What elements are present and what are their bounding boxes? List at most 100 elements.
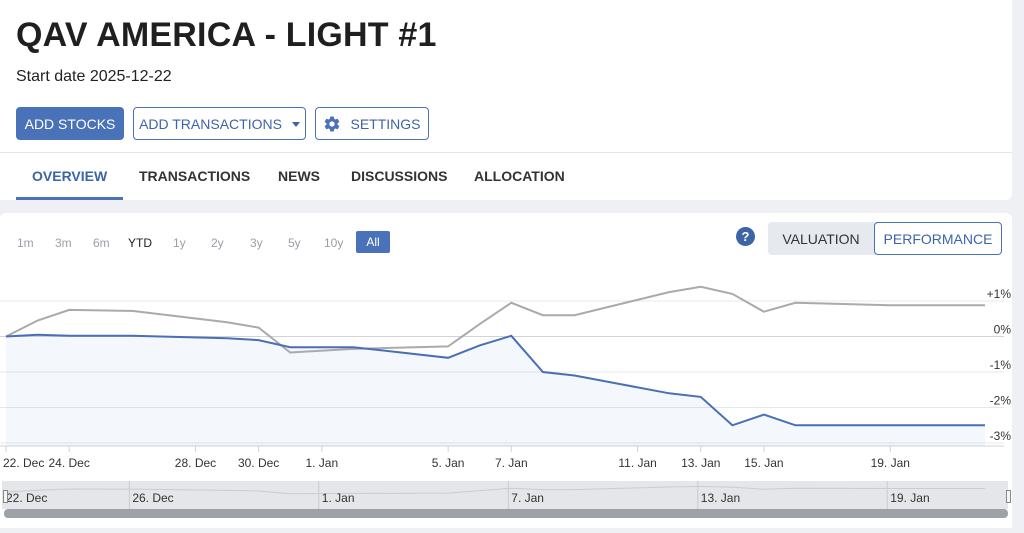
navigator-label: 22. Dec <box>6 491 47 505</box>
range-5y[interactable]: 5y <box>288 236 301 250</box>
benchmark-point <box>446 344 450 348</box>
valuation-toggle[interactable]: VALUATION <box>782 230 860 247</box>
portfolio-point <box>36 333 40 337</box>
navigator-left-handle[interactable] <box>3 490 8 503</box>
navigator-series <box>5 485 985 495</box>
portfolio-point <box>762 413 766 417</box>
navigator-label: 13. Jan <box>701 491 740 505</box>
portfolio-point <box>478 343 482 347</box>
tab-allocation[interactable]: ALLOCATION <box>474 168 565 184</box>
x-tick-label: 30. Dec <box>238 456 279 470</box>
tab-transactions[interactable]: TRANSACTIONS <box>139 168 251 184</box>
range-ytd[interactable]: YTD <box>128 236 152 250</box>
portfolio-point <box>446 356 450 360</box>
benchmark-point <box>794 301 798 305</box>
benchmark-point <box>951 303 955 307</box>
benchmark-point <box>130 309 134 313</box>
performance-chart-card <box>0 213 1012 528</box>
y-tick-label: 0% <box>994 323 1012 337</box>
portfolio-line <box>5 333 985 427</box>
portfolio-title: QAV AMERICA - LIGHT #1 <box>16 16 437 54</box>
navigator-background <box>4 481 1008 509</box>
navigator-axis: 22. Dec 26. Dec 1. Jan 7. Jan 13. Jan 19. Jan <box>2 481 930 509</box>
tab-overview[interactable]: OVERVIEW <box>32 168 108 184</box>
x-tick-label: 11. Jan <box>618 456 656 470</box>
navigator-label: 26. Dec <box>132 491 173 505</box>
benchmark-point <box>67 308 71 312</box>
portfolio-point <box>983 423 987 427</box>
performance-chart[interactable]: 22. Dec 24. Dec 28. Dec 30. Dec 1. Jan 5. Jan… <box>0 262 1012 522</box>
benchmark-point <box>983 303 987 307</box>
performance-toggle[interactable]: PERFORMANCE <box>874 222 1002 255</box>
x-tick-label: 1. Jan <box>305 456 338 470</box>
benchmark-point <box>509 301 513 305</box>
portfolio-header: QAV AMERICA - LIGHT #1 Start date 2025-1… <box>0 0 1012 200</box>
x-tick-label: 5. Jan <box>432 456 465 470</box>
benchmark-point <box>730 292 734 296</box>
benchmark-line <box>5 285 985 354</box>
portfolio-point <box>541 370 545 374</box>
x-tick-label: 22. Dec <box>3 456 44 470</box>
navigator-label: 7. Jan <box>511 491 544 505</box>
benchmark-point <box>257 326 261 330</box>
active-tab-indicator <box>16 197 123 200</box>
y-tick-label: +1% <box>987 287 1012 301</box>
range-all[interactable]: All <box>356 231 390 253</box>
benchmark-point <box>541 313 545 317</box>
portfolio-point <box>667 391 671 395</box>
range-1y[interactable]: 1y <box>173 236 186 250</box>
navigator-label: 19. Jan <box>890 491 929 505</box>
start-date: Start date 2025-12-22 <box>16 68 172 85</box>
range-2y[interactable]: 2y <box>211 236 224 250</box>
portfolio-point <box>257 338 261 342</box>
x-tick-label: 7. Jan <box>495 456 528 470</box>
add-transactions-button[interactable]: ADD TRANSACTIONS <box>133 107 306 140</box>
range-10y[interactable]: 10y <box>324 236 344 250</box>
view-toggle: VALUATION PERFORMANCE <box>768 222 1002 255</box>
benchmark-point <box>667 290 671 294</box>
y-tick-label: -1% <box>990 358 1012 372</box>
navigator-label: 1. Jan <box>322 491 355 505</box>
portfolio-point <box>951 423 955 427</box>
range-6m[interactable]: 6m <box>93 236 110 250</box>
benchmark-point <box>478 322 482 326</box>
portfolio-point <box>572 374 576 378</box>
portfolio-point <box>130 334 134 338</box>
add-stocks-label: ADD STOCKS <box>24 115 116 132</box>
settings-label: SETTINGS <box>350 115 421 132</box>
benchmark-point <box>36 319 40 323</box>
x-tick-label: 19. Jan <box>871 456 910 470</box>
y-axis: +1% 0% -1% -2% -3% <box>987 287 1012 443</box>
navigator-right-handle[interactable] <box>1006 490 1011 503</box>
range-1m[interactable]: 1m <box>17 236 34 250</box>
x-tick-label: 24. Dec <box>48 456 89 470</box>
navigator-scrollbar[interactable] <box>4 509 1008 518</box>
benchmark-point <box>288 350 292 354</box>
portfolio-point <box>351 345 355 349</box>
benchmark-point <box>888 303 892 307</box>
portfolio-point <box>888 423 892 427</box>
benchmark-point <box>572 313 576 317</box>
add-stocks-button[interactable]: ADD STOCKS <box>16 107 124 140</box>
portfolio-area <box>6 334 985 446</box>
portfolio-point <box>794 423 798 427</box>
portfolio-point <box>509 334 513 338</box>
settings-button[interactable]: SETTINGS <box>315 107 429 140</box>
portfolio-point <box>920 423 924 427</box>
tab-news[interactable]: NEWS <box>278 168 320 184</box>
tab-discussions[interactable]: DISCUSSIONS <box>351 168 448 184</box>
benchmark-point <box>920 303 924 307</box>
portfolio-point <box>225 336 229 340</box>
range-3m[interactable]: 3m <box>55 236 72 250</box>
benchmark-point <box>699 285 703 289</box>
portfolio-point <box>67 334 71 338</box>
x-tick-label: 13. Jan <box>681 456 720 470</box>
y-tick-label: -2% <box>990 394 1012 408</box>
portfolio-point <box>288 345 292 349</box>
tabs-divider <box>0 152 1012 153</box>
range-3y[interactable]: 3y <box>250 236 263 250</box>
help-icon[interactable]: ? <box>736 227 755 246</box>
range-navigator: 22. Dec 26. Dec 1. Jan 7. Jan 13. Jan 19. Jan <box>2 481 1008 518</box>
benchmark-point <box>762 310 766 314</box>
portfolio-point <box>699 395 703 399</box>
